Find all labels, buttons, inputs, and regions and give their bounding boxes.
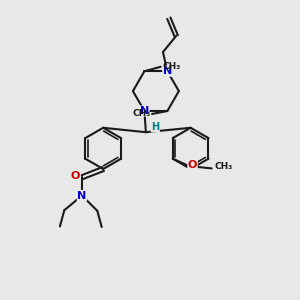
Text: CH₃: CH₃ (162, 62, 180, 71)
Text: N: N (77, 190, 87, 200)
Text: CH₃: CH₃ (214, 162, 233, 171)
Text: H: H (151, 122, 159, 132)
Text: O: O (71, 171, 80, 181)
Text: CH₃: CH₃ (132, 110, 151, 118)
Text: O: O (188, 160, 197, 170)
Text: N: N (163, 66, 172, 76)
Text: N: N (140, 106, 149, 116)
